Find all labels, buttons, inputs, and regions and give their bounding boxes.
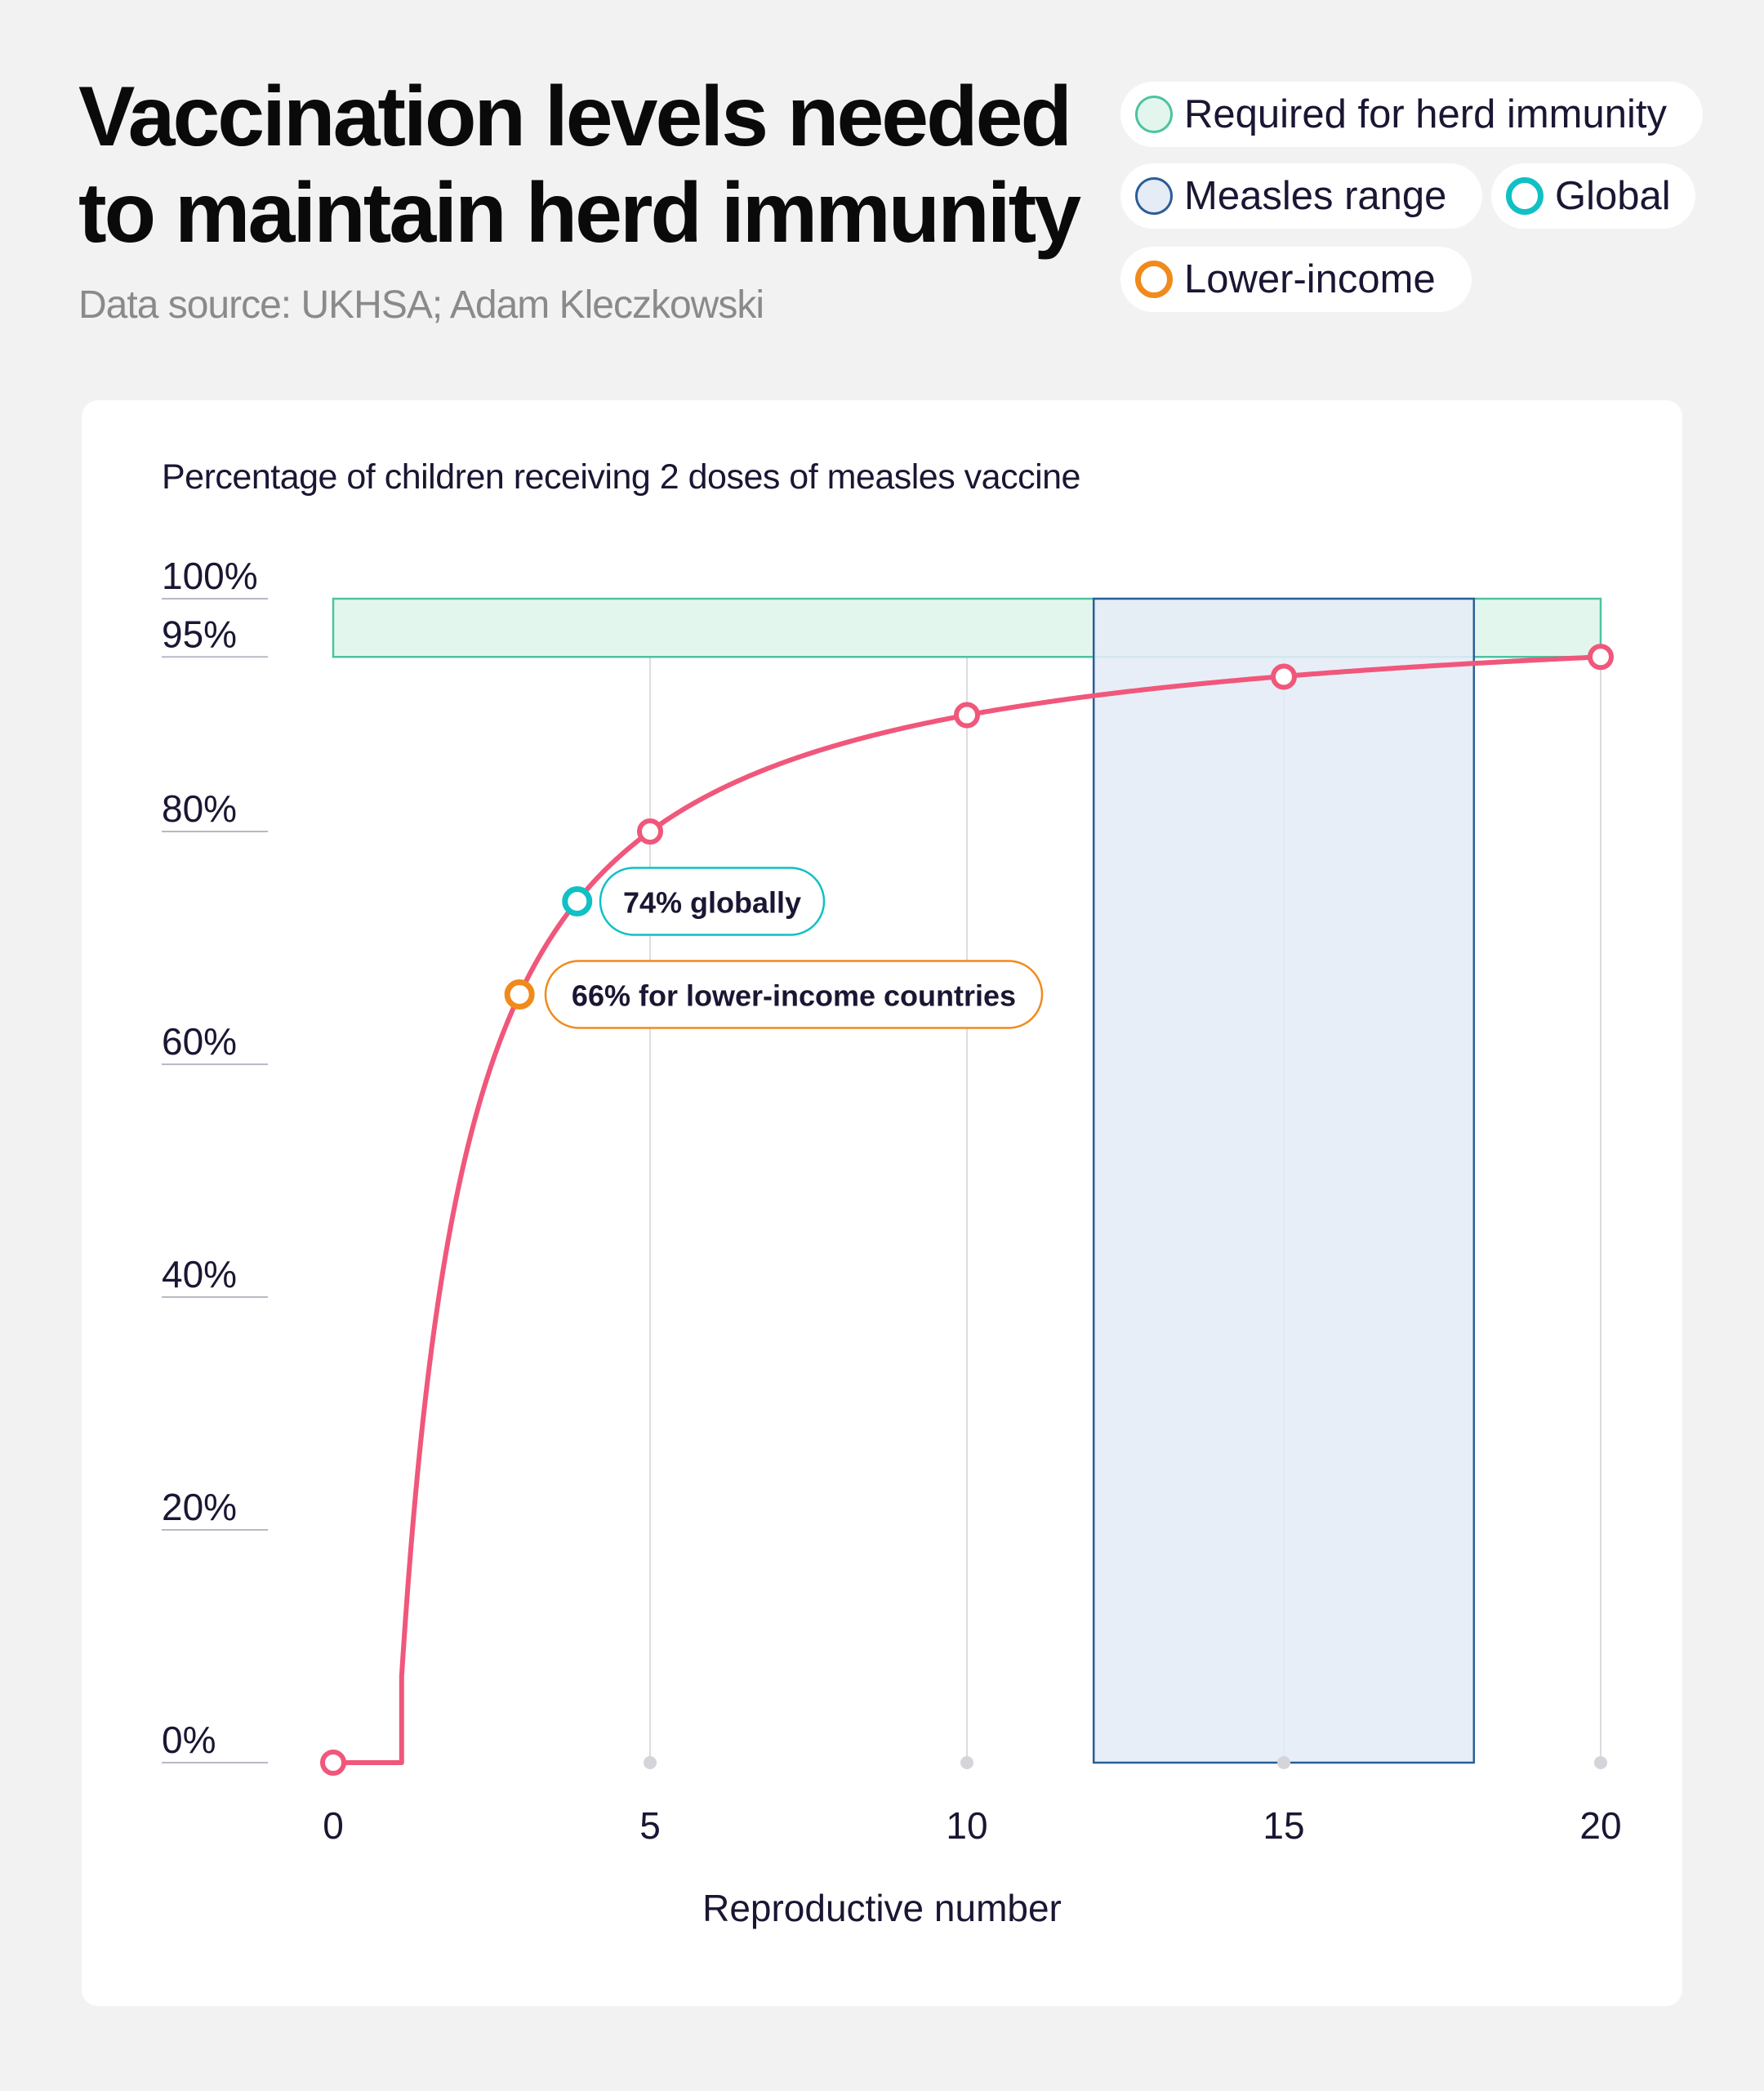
- x-tick-dot: [644, 1756, 657, 1769]
- ring-icon: [1135, 261, 1173, 298]
- herd-immunity-curve: [333, 654, 1600, 1765]
- y-tick-label: 40%: [162, 1253, 237, 1295]
- circle-swatch-icon: [1135, 96, 1173, 133]
- data-source: Data source: UKHSA; Adam Kleczkowski: [78, 283, 764, 327]
- curve-marker: [637, 818, 663, 845]
- x-tick-label: 15: [1263, 1804, 1304, 1847]
- curve-marker: [320, 1750, 346, 1776]
- chart-svg: Percentage of children receiving 2 doses…: [162, 457, 1622, 1929]
- measles-range-band: [1092, 597, 1476, 1764]
- x-axis-label: Reproductive number: [702, 1887, 1062, 1929]
- measles-band-rect: [1092, 597, 1476, 1764]
- annotations: 74% globally 66% for lower-income countri…: [504, 867, 1044, 1029]
- legend-label: Global: [1555, 174, 1671, 218]
- legend-label: Required for herd immunity: [1184, 92, 1667, 136]
- y-tick-label: 80%: [162, 787, 237, 830]
- legend-label: Measles range: [1184, 174, 1447, 218]
- annotation-pill: [544, 960, 1044, 1029]
- x-axis-ticks: 0 5 10 15 20: [323, 1756, 1622, 1847]
- y-tick-label: 20%: [162, 1486, 237, 1528]
- y-tick-label: 100%: [162, 555, 258, 597]
- y-tick-label: 60%: [162, 1020, 237, 1063]
- curve-marker: [1588, 644, 1614, 671]
- x-tick-label: 5: [639, 1804, 661, 1847]
- ring-icon: [1506, 177, 1544, 215]
- y-axis-ticks: 0% 20% 40% 60% 80% 95% 100%: [162, 555, 268, 1763]
- annotation-pill: [599, 867, 826, 936]
- annotation-label: 66% for lower-income countries: [572, 979, 1016, 1013]
- curve-markers: [320, 644, 1614, 1776]
- legend-item-global: Global: [1491, 163, 1695, 229]
- chart-subtitle: Percentage of children receiving 2 doses…: [162, 457, 1080, 497]
- x-tick-dot: [960, 1756, 973, 1769]
- global-marker: [562, 886, 593, 916]
- curve-marker: [954, 702, 980, 729]
- circle-swatch-icon: [1135, 177, 1173, 215]
- legend-label: Lower-income: [1184, 257, 1436, 301]
- annotation-label: 74% globally: [623, 886, 801, 920]
- x-tick-label: 20: [1579, 1804, 1621, 1847]
- x-tick-label: 0: [323, 1804, 344, 1847]
- x-tick-dot: [1277, 1756, 1290, 1769]
- x-tick-dot: [1594, 1756, 1607, 1769]
- chart-card: Percentage of children receiving 2 doses…: [82, 400, 1682, 2006]
- y-tick-label: 95%: [162, 613, 237, 655]
- y-tick-label: 0%: [162, 1719, 216, 1761]
- curve-marker: [1271, 663, 1297, 690]
- x-tick-label: 10: [946, 1804, 987, 1847]
- legend-item-measles-range: Measles range: [1120, 163, 1483, 229]
- legend-item-herd-immunity: Required for herd immunity: [1120, 82, 1703, 147]
- lower-income-marker: [504, 979, 535, 1010]
- chart-title: Vaccination levels needed to maintain he…: [78, 69, 1081, 261]
- legend-item-lower-income: Lower-income: [1120, 247, 1472, 312]
